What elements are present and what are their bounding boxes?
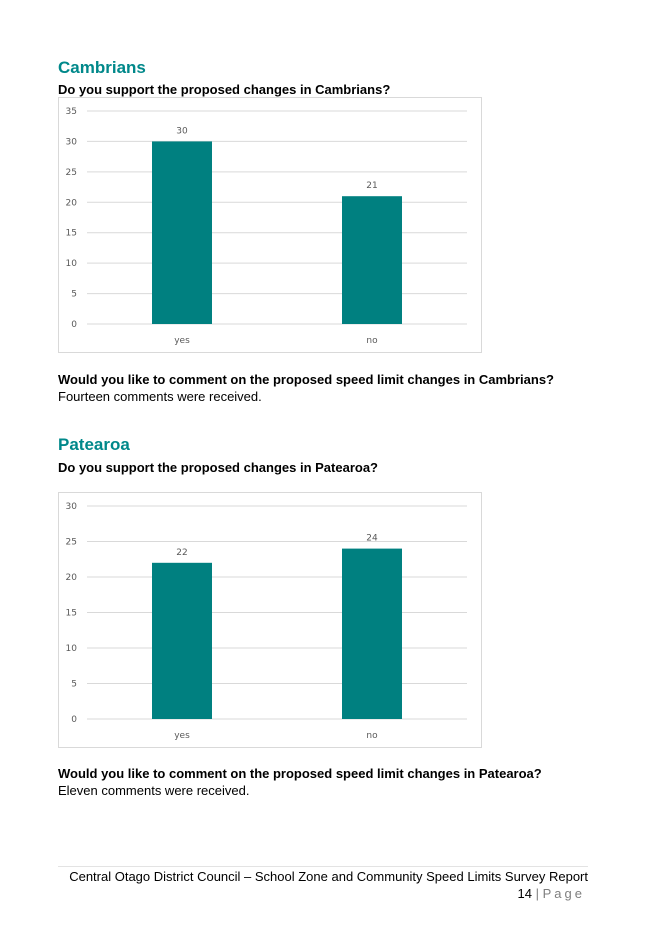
page-word: Page bbox=[542, 886, 585, 901]
section-heading: Cambrians bbox=[58, 58, 146, 77]
y-tick-label: 0 bbox=[71, 715, 77, 725]
bar bbox=[342, 548, 402, 719]
x-tick-label: no bbox=[366, 336, 378, 346]
data-label: 22 bbox=[176, 548, 187, 558]
y-tick-label: 5 bbox=[71, 290, 77, 300]
data-label: 24 bbox=[366, 534, 378, 544]
y-tick-label: 30 bbox=[66, 502, 78, 512]
bar bbox=[342, 196, 402, 324]
section-heading: Patearoa bbox=[58, 435, 130, 454]
y-tick-label: 25 bbox=[66, 538, 77, 548]
footer-divider bbox=[58, 866, 588, 867]
chart-svg: 0 5 10 15 20 25 30 22 yes 24 no bbox=[66, 502, 467, 741]
page-number: 14 | Page bbox=[518, 886, 585, 901]
bar-chart: 0 5 10 15 20 25 30 22 yes 24 no bbox=[58, 492, 482, 748]
y-tick-label: 15 bbox=[66, 609, 77, 619]
y-tick-label: 10 bbox=[66, 644, 78, 654]
y-tick-label: 15 bbox=[66, 229, 77, 239]
page-separator: | bbox=[535, 886, 539, 901]
y-tick-label: 25 bbox=[66, 168, 77, 178]
x-tick-label: yes bbox=[174, 731, 190, 741]
data-label: 21 bbox=[366, 181, 377, 191]
y-tick-label: 10 bbox=[66, 259, 78, 269]
data-label: 30 bbox=[176, 126, 188, 136]
support-question: Do you support the proposed changes in P… bbox=[58, 460, 378, 475]
chart-svg: 0 5 10 15 20 25 30 35 30 yes 21 no bbox=[66, 107, 467, 346]
y-tick-label: 20 bbox=[66, 573, 78, 583]
bar bbox=[152, 562, 212, 719]
bar bbox=[152, 141, 212, 324]
comment-answer: Fourteen comments were received. bbox=[58, 389, 262, 404]
support-question: Do you support the proposed changes in C… bbox=[58, 82, 391, 97]
y-tick-label: 20 bbox=[66, 198, 78, 208]
comment-question: Would you like to comment on the propose… bbox=[58, 372, 554, 387]
x-tick-label: no bbox=[366, 731, 378, 741]
x-tick-label: yes bbox=[174, 336, 190, 346]
y-tick-label: 5 bbox=[71, 680, 77, 690]
comment-answer: Eleven comments were received. bbox=[58, 783, 250, 798]
footer-title: Central Otago District Council – School … bbox=[69, 869, 588, 884]
y-tick-label: 30 bbox=[66, 137, 78, 147]
y-tick-label: 35 bbox=[66, 107, 77, 117]
bar-chart: 0 5 10 15 20 25 30 35 30 yes 21 no bbox=[58, 97, 482, 353]
page-number-value: 14 bbox=[517, 886, 532, 901]
y-tick-label: 0 bbox=[71, 320, 77, 330]
comment-question: Would you like to comment on the propose… bbox=[58, 766, 542, 781]
